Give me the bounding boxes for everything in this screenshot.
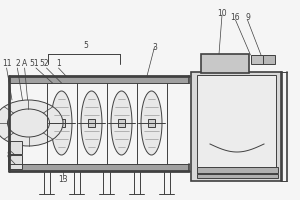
Bar: [201, 54, 249, 73]
Text: 3: 3: [152, 43, 157, 51]
Bar: [190, 72, 282, 181]
Bar: [8, 155, 22, 169]
Bar: [88, 119, 95, 127]
Bar: [196, 174, 278, 178]
Bar: [58, 119, 65, 127]
Bar: [263, 55, 275, 64]
Ellipse shape: [51, 91, 72, 155]
Text: 11: 11: [2, 60, 11, 68]
Bar: [148, 119, 155, 127]
Text: 8: 8: [6, 150, 11, 160]
Text: A: A: [22, 60, 27, 68]
Circle shape: [0, 100, 63, 146]
Bar: [190, 72, 282, 181]
Text: 9: 9: [245, 14, 250, 22]
Bar: [196, 167, 278, 173]
Ellipse shape: [141, 91, 162, 155]
Text: 1: 1: [56, 60, 61, 68]
Text: 13: 13: [58, 174, 68, 184]
Text: 7: 7: [6, 142, 11, 150]
Bar: [196, 75, 276, 177]
Ellipse shape: [81, 91, 102, 155]
Text: 16: 16: [231, 14, 240, 22]
Bar: [196, 75, 276, 177]
Bar: [8, 141, 22, 154]
Bar: [9, 164, 189, 171]
Bar: [201, 54, 249, 73]
Text: 51: 51: [30, 60, 39, 68]
Bar: [250, 55, 262, 64]
Bar: [250, 55, 262, 64]
Text: 5: 5: [83, 41, 88, 50]
Ellipse shape: [111, 91, 132, 155]
Text: 10: 10: [217, 8, 227, 18]
Bar: [196, 167, 278, 173]
Bar: [196, 174, 278, 178]
Bar: [9, 76, 189, 83]
Text: 52: 52: [40, 60, 49, 68]
Text: 2: 2: [15, 60, 20, 68]
Bar: [263, 55, 275, 64]
Bar: [118, 119, 125, 127]
